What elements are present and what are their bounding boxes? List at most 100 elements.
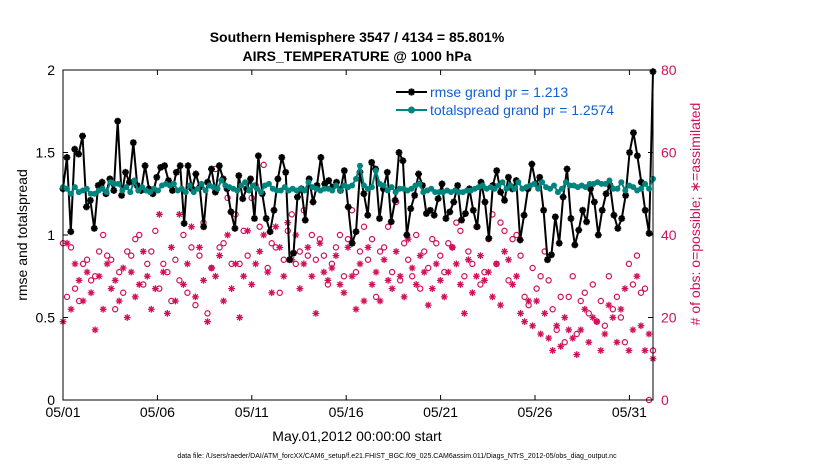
assimilated-obs-point — [312, 309, 320, 317]
assimilated-obs-point — [91, 326, 99, 334]
possible-obs-point — [581, 289, 588, 296]
assimilated-obs-point — [565, 326, 573, 334]
possible-obs-point — [204, 310, 211, 317]
rmse-point — [309, 198, 317, 206]
possible-obs-point — [128, 252, 135, 259]
rmse-point — [505, 173, 512, 181]
possible-obs-point — [260, 161, 267, 169]
rmse-point — [321, 180, 329, 188]
spread-point — [186, 182, 193, 189]
rmse-point — [313, 182, 321, 189]
rmse-point — [548, 251, 555, 259]
possible-obs-point — [132, 235, 139, 243]
assimilated-obs-point — [324, 276, 332, 284]
rmse-point — [645, 229, 653, 237]
assimilated-obs-point — [67, 305, 75, 313]
assimilated-obs-point — [553, 322, 561, 330]
rmse-point — [563, 165, 571, 173]
assimilated-obs-point — [135, 281, 143, 288]
possible-obs-point — [589, 281, 596, 288]
possible-obs-point — [577, 297, 584, 305]
legend-spread-marker — [408, 106, 415, 114]
x-tick-label: 05/06 — [140, 404, 175, 420]
rmse-point — [239, 195, 247, 203]
possible-obs-point — [529, 264, 536, 272]
possible-obs-point — [111, 306, 119, 313]
spread-point — [202, 187, 209, 194]
rmse-point — [391, 196, 399, 204]
possible-obs-point — [521, 293, 528, 301]
assimilated-obs-point — [240, 272, 248, 280]
assimilated-obs-point — [344, 243, 352, 251]
rmse-point — [446, 208, 454, 216]
spread-point — [218, 177, 225, 184]
y-right-tick-label: 80 — [661, 62, 677, 78]
data-layer — [59, 68, 657, 404]
assimilated-obs-point — [581, 305, 589, 313]
possible-obs-point — [63, 293, 71, 301]
assimilated-obs-point — [103, 260, 111, 268]
possible-obs-point — [585, 310, 592, 317]
assimilated-obs-point — [216, 252, 223, 260]
assimilated-obs-point — [541, 309, 549, 317]
rmse-point — [544, 256, 551, 264]
assimilated-obs-point — [163, 309, 171, 317]
rmse-point — [598, 206, 606, 214]
assimilated-obs-point — [621, 285, 629, 293]
rmse-point — [520, 211, 528, 219]
possible-obs-point — [244, 252, 251, 259]
spread-point — [507, 182, 514, 189]
spread-point — [198, 180, 205, 187]
legend: rmse grand pr = 1.213 totalspread grand … — [392, 81, 650, 121]
rmse-point — [278, 154, 286, 161]
possible-obs-point — [176, 277, 183, 284]
possible-obs-point — [605, 273, 613, 280]
assimilated-obs-point — [131, 293, 139, 301]
assimilated-obs-point — [561, 314, 569, 321]
spread-point — [67, 190, 74, 197]
rmse-point — [614, 225, 622, 232]
assimilated-obs-point — [645, 330, 653, 338]
assimilated-obs-point — [264, 268, 272, 276]
possible-obs-point — [83, 256, 91, 263]
possible-obs-point — [368, 235, 376, 243]
rmse-point — [329, 183, 336, 191]
rmse-point — [235, 172, 243, 179]
rmse-point — [340, 167, 348, 175]
spread-point — [356, 162, 363, 169]
assimilated-obs-point — [448, 243, 456, 251]
assimilated-obs-point — [208, 264, 215, 272]
rmse-point — [114, 117, 122, 125]
spread-point — [602, 180, 609, 187]
possible-obs-point — [469, 260, 476, 268]
possible-obs-point — [148, 248, 155, 255]
rmse-point — [83, 203, 90, 211]
spread-point — [622, 187, 629, 194]
assimilated-obs-point — [489, 293, 496, 301]
assimilated-obs-point — [260, 231, 268, 239]
possible-obs-point — [597, 297, 605, 305]
possible-obs-point — [115, 268, 123, 276]
rmse-point — [571, 241, 579, 249]
rmse-point — [551, 213, 559, 221]
possible-obs-point — [457, 227, 464, 235]
legend-box — [392, 81, 650, 121]
possible-obs-point — [220, 240, 227, 247]
spread-point — [246, 187, 253, 194]
rmse-point — [622, 192, 630, 199]
possible-obs-point — [533, 285, 540, 292]
assimilated-obs-point — [107, 285, 115, 293]
spread-point — [614, 185, 621, 192]
assimilated-obs-point — [388, 285, 396, 293]
rmse-point — [540, 206, 547, 214]
rmse-point — [422, 210, 430, 217]
rmse-point — [344, 203, 352, 211]
assimilated-obs-point — [196, 243, 203, 251]
assimilated-obs-point — [637, 322, 645, 330]
possible-obs-point — [344, 235, 352, 243]
spread-point — [127, 189, 134, 196]
possible-obs-point — [312, 256, 320, 263]
assimilated-obs-point — [505, 256, 512, 264]
rmse-point — [606, 182, 614, 189]
possible-obs-point — [601, 322, 609, 329]
